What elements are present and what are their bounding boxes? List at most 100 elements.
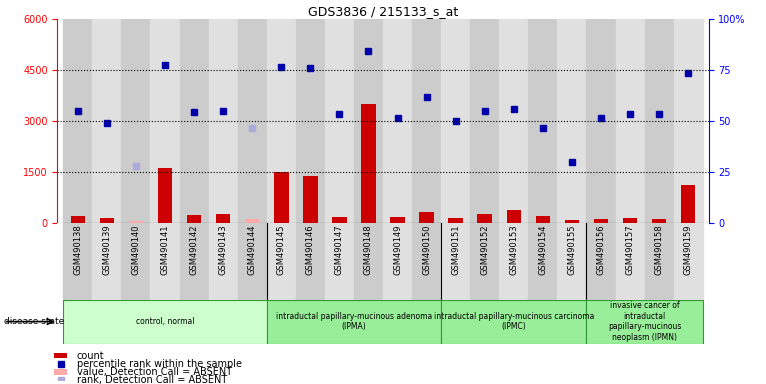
Text: disease state: disease state (4, 317, 64, 326)
Bar (499, 19, 529, 223)
Bar (129, 221, 143, 223)
Bar (121, 19, 150, 223)
Bar (54, 369, 67, 375)
Text: GSM490150: GSM490150 (422, 224, 431, 275)
Bar (64, 223, 93, 300)
Bar (645, 223, 673, 300)
Bar (208, 19, 237, 223)
Bar (594, 218, 608, 223)
Bar (93, 223, 121, 300)
Bar (529, 19, 558, 223)
Text: GSM490140: GSM490140 (132, 224, 140, 275)
Bar (354, 19, 383, 223)
Bar (70, 216, 85, 223)
Bar (150, 19, 179, 223)
Bar (645, 19, 673, 223)
Bar (187, 215, 201, 223)
Bar (383, 223, 412, 300)
Bar (441, 300, 587, 344)
Bar (179, 19, 208, 223)
Text: GSM490142: GSM490142 (189, 224, 198, 275)
Bar (179, 223, 208, 300)
Bar (448, 218, 463, 223)
Text: GSM490146: GSM490146 (306, 224, 315, 275)
Text: GSM490159: GSM490159 (684, 224, 692, 275)
Bar (296, 223, 325, 300)
Bar (100, 218, 114, 223)
Bar (362, 104, 376, 223)
Text: intraductal papillary-mucinous carcinoma
(IPMC): intraductal papillary-mucinous carcinoma… (434, 312, 594, 331)
Text: GSM490157: GSM490157 (626, 224, 634, 275)
Bar (274, 172, 289, 223)
Bar (296, 19, 325, 223)
Bar (565, 220, 579, 223)
Text: count: count (77, 351, 104, 361)
Bar (354, 223, 383, 300)
Bar (64, 300, 267, 344)
Bar (441, 19, 470, 223)
Bar (412, 19, 441, 223)
Bar (267, 300, 441, 344)
Bar (419, 212, 434, 223)
Bar (535, 216, 550, 223)
Bar (587, 19, 616, 223)
Bar (587, 223, 616, 300)
Bar (652, 219, 666, 223)
Text: percentile rank within the sample: percentile rank within the sample (77, 359, 241, 369)
Text: invasive cancer of
intraductal
papillary-mucinous
neoplasm (IPMN): invasive cancer of intraductal papillary… (608, 301, 681, 342)
Bar (470, 19, 499, 223)
Text: GSM490145: GSM490145 (277, 224, 286, 275)
Text: GSM490155: GSM490155 (568, 224, 577, 275)
Text: GSM490153: GSM490153 (509, 224, 519, 275)
Bar (499, 223, 529, 300)
Bar (325, 19, 354, 223)
Bar (237, 223, 267, 300)
Bar (93, 19, 121, 223)
Bar (616, 19, 645, 223)
Text: GSM490144: GSM490144 (247, 224, 257, 275)
Bar (150, 223, 179, 300)
Text: GSM490143: GSM490143 (218, 224, 228, 275)
Bar (208, 223, 237, 300)
Bar (121, 223, 150, 300)
Bar (237, 19, 267, 223)
Text: GSM490138: GSM490138 (74, 224, 82, 275)
Bar (673, 223, 702, 300)
Text: value, Detection Call = ABSENT: value, Detection Call = ABSENT (77, 367, 232, 377)
Text: rank, Detection Call = ABSENT: rank, Detection Call = ABSENT (77, 375, 227, 384)
Text: intraductal papillary-mucinous adenoma
(IPMA): intraductal papillary-mucinous adenoma (… (276, 312, 432, 331)
Bar (529, 223, 558, 300)
Bar (681, 185, 696, 223)
Bar (506, 210, 521, 223)
Bar (245, 218, 260, 223)
Bar (673, 19, 702, 223)
Bar (623, 218, 637, 223)
Bar (558, 19, 587, 223)
Bar (441, 223, 470, 300)
Text: GSM490139: GSM490139 (103, 224, 111, 275)
Text: control, normal: control, normal (136, 317, 195, 326)
Bar (216, 214, 231, 223)
Bar (587, 300, 702, 344)
Bar (267, 19, 296, 223)
Text: GSM490152: GSM490152 (480, 224, 489, 275)
Bar (470, 223, 499, 300)
Bar (558, 223, 587, 300)
Text: GSM490148: GSM490148 (364, 224, 373, 275)
Text: GSM490154: GSM490154 (538, 224, 548, 275)
Bar (267, 223, 296, 300)
Title: GDS3836 / 215133_s_at: GDS3836 / 215133_s_at (308, 5, 458, 18)
Text: GSM490147: GSM490147 (335, 224, 344, 275)
Bar (390, 217, 404, 223)
Text: GSM490149: GSM490149 (393, 224, 402, 275)
Bar (616, 223, 645, 300)
Text: GSM490158: GSM490158 (655, 224, 663, 275)
Text: GSM490141: GSM490141 (161, 224, 169, 275)
Bar (303, 176, 318, 223)
Bar (412, 223, 441, 300)
Bar (383, 19, 412, 223)
Bar (477, 214, 492, 223)
Text: GSM490151: GSM490151 (451, 224, 460, 275)
Bar (158, 169, 172, 223)
Bar (325, 223, 354, 300)
